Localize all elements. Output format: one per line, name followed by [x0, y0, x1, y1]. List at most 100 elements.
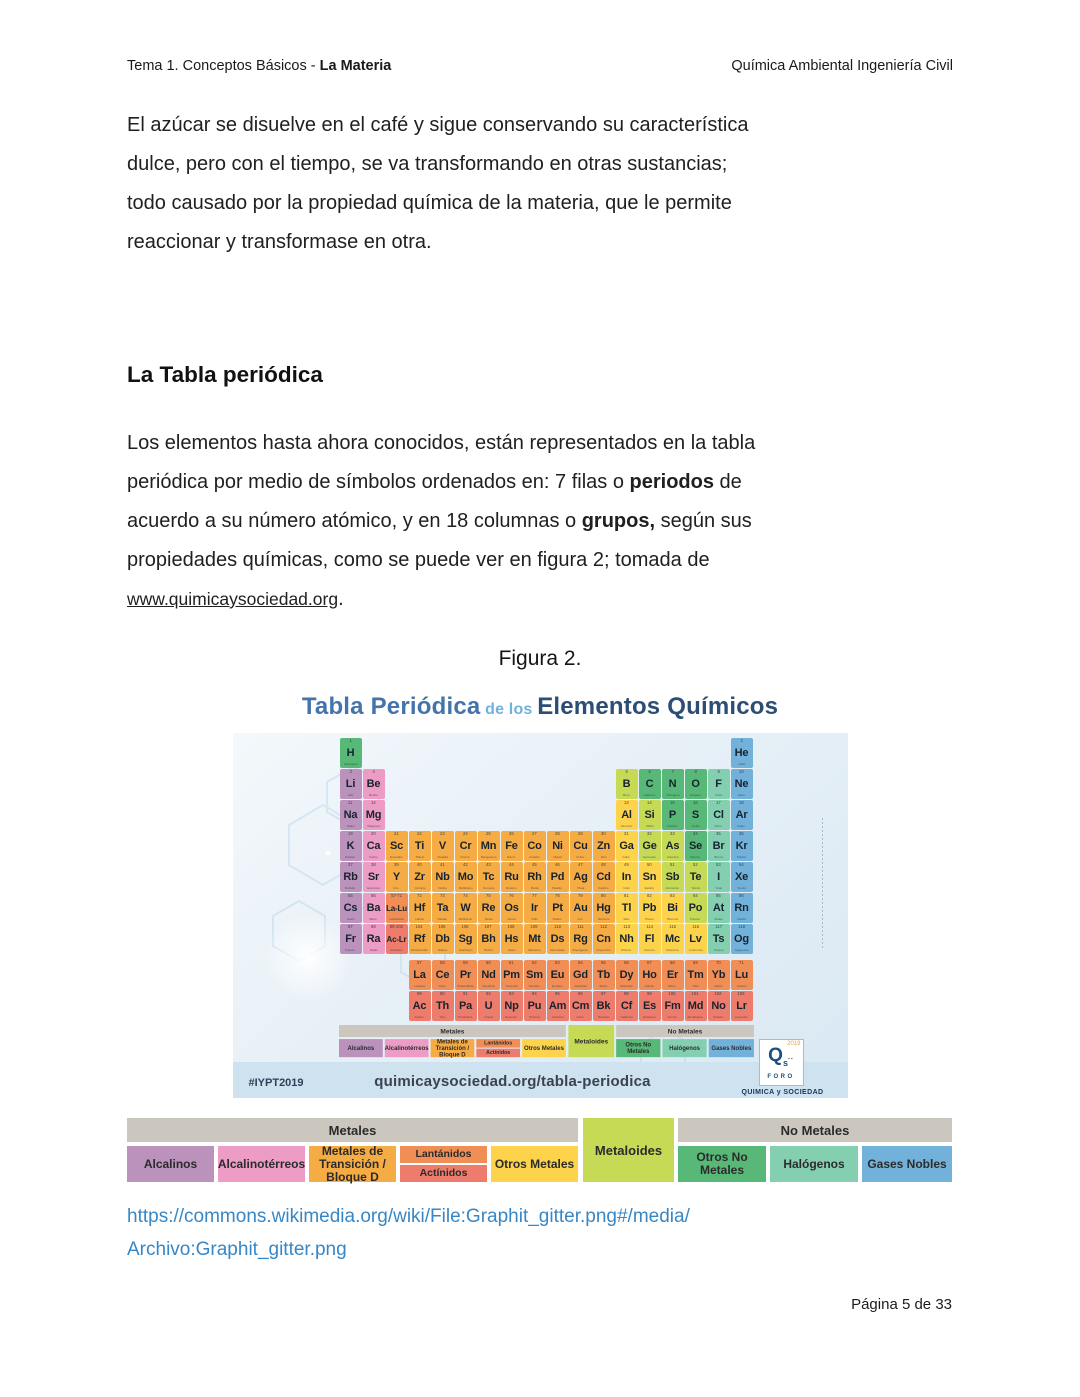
- element-Cu: 29 Cu Cobre: [569, 831, 592, 861]
- element-Cd: 48 Cd Cadmio: [592, 862, 615, 892]
- element-Rg: 111 Rg Roentgenio: [569, 924, 592, 954]
- section-heading-tabla-periodica: La Tabla periódica: [127, 362, 323, 387]
- header-left: Tema 1. Conceptos Básicos - La Materia: [127, 58, 391, 74]
- legend-lantanidos: Lantánidos: [475, 1039, 520, 1048]
- figure-block: Tabla Periódica de los Elementos Químico…: [232, 693, 848, 1098]
- element-Th: 90 Th Torio: [431, 991, 454, 1021]
- element-W: 74 W Wolframio: [454, 893, 477, 923]
- element-Li: 3 Li Litio: [339, 769, 362, 799]
- element-Nb: 41 Nb Niobio: [431, 862, 454, 892]
- legend-lan-act: Lantánidos Actínidos: [475, 1039, 520, 1058]
- image-footer-url: quimicaysociedad.org/tabla-periodica: [374, 1073, 651, 1090]
- legend-metales-header: Metales: [338, 1025, 566, 1038]
- element-Ho: 67 Ho Holmio: [638, 960, 661, 990]
- legend-halogenos: Halógenos: [661, 1039, 707, 1058]
- element-Se: 34 Se Selenio: [684, 831, 707, 861]
- element-Bh: 107 Bh Bohrio: [477, 924, 500, 954]
- paragraph-line: El azúcar se disuelve en el café y sigue…: [127, 114, 749, 136]
- element-No: 102 No Nobelio: [707, 991, 730, 1021]
- legend-no-metales-header: No Metales: [678, 1118, 952, 1142]
- legend-lan-act: Lantánidos Actínidos: [400, 1146, 487, 1182]
- wikimedia-link-line2[interactable]: Archivo:Graphit_gitter.png: [127, 1239, 347, 1260]
- element-Er: 68 Er Erbio: [661, 960, 684, 990]
- element-Sg: 106 Sg Seaborgio: [454, 924, 477, 954]
- figure-title: Tabla Periódica de los Elementos Químico…: [233, 693, 848, 721]
- legend-halogenos: Halógenos: [770, 1146, 858, 1182]
- element-Mg: 12 Mg Magnesio: [362, 800, 385, 830]
- vertical-fine-print: [821, 818, 823, 950]
- header-right: Química Ambiental Ingeniería Civil: [731, 58, 953, 74]
- foro-quimica-logo: 2019 Qs∙∙ FORO: [758, 1039, 804, 1086]
- element-Ra: 88 Ra Radio: [362, 924, 385, 954]
- element-Mo: 42 Mo Molibdeno: [454, 862, 477, 892]
- page-header: Tema 1. Conceptos Básicos - La Materia Q…: [127, 0, 953, 74]
- category-legend-wrap: Metales Metaloides No Metales Alcalinos …: [127, 1118, 953, 1183]
- element-Eu: 63 Eu Europio: [546, 960, 569, 990]
- legend-alcalinoterreos: Alcalinotérreos: [218, 1146, 305, 1182]
- element-Br: 35 Br Bromo: [707, 831, 730, 861]
- paragraph-line: reaccionar y transformase en otra.: [127, 231, 432, 253]
- paragraph-line: todo causado por la propiedad química de…: [127, 192, 732, 214]
- element-Os: 76 Os Osmio: [500, 893, 523, 923]
- element-Fm: 100 Fm Fermio: [661, 991, 684, 1021]
- element-Ne: 10 Ne Neón: [730, 769, 753, 799]
- element-Si: 14 Si Silicio: [638, 800, 661, 830]
- header-left-prefix: Tema 1. Conceptos Básicos -: [127, 58, 320, 74]
- element-Hf: 72 Hf Hafnio: [408, 893, 431, 923]
- legend-gases-nobles: Gases Nobles: [708, 1039, 754, 1058]
- element-Pu: 94 Pu Plutonio: [523, 991, 546, 1021]
- element-Pm: 61 Pm Prometio: [500, 960, 523, 990]
- element-H: 1 H Hidrógeno: [339, 738, 362, 768]
- element-Rn: 86 Rn Radón: [730, 893, 753, 923]
- legend-no-metales-header: No Metales: [615, 1025, 754, 1038]
- element-Mc: 115 Mc Moscovio: [661, 924, 684, 954]
- element-Mn: 25 Mn Manganeso: [477, 831, 500, 861]
- element-Pb: 82 Pb Plomo: [638, 893, 661, 923]
- image-footer-band: [232, 1062, 848, 1098]
- element-Tl: 81 Tl Talio: [615, 893, 638, 923]
- element-Cf: 98 Cf Californio: [615, 991, 638, 1021]
- element-P: 15 P Fósforo: [661, 800, 684, 830]
- header-left-title: La Materia: [319, 58, 392, 74]
- quimicaysociedad-link[interactable]: www.quimicaysociedad.org: [127, 589, 339, 609]
- element-Ag: 47 Ag Plata: [569, 862, 592, 892]
- element-U: 92 U Uranio: [477, 991, 500, 1021]
- element-Ac: 89 Ac Actinio: [408, 991, 431, 1021]
- element-Ce: 58 Ce Cerio: [431, 960, 454, 990]
- text-segment: .: [338, 588, 344, 610]
- element-He: 2 He Helio: [730, 738, 753, 768]
- text-segment: según sus: [655, 510, 752, 532]
- element-Sr: 38 Sr Estroncio: [362, 862, 385, 892]
- legend-gases-nobles: Gases Nobles: [862, 1146, 952, 1182]
- wikimedia-link-line1[interactable]: https://commons.wikimedia.org/wiki/File:…: [127, 1206, 690, 1227]
- element-Sc: 21 Sc Escandio: [385, 831, 408, 861]
- legend-otros-no-metales: Otros No Metales: [615, 1039, 660, 1058]
- element-Np: 93 Np Neptunio: [500, 991, 523, 1021]
- paragraph-line: periódica por medio de símbolos ordenado…: [127, 463, 953, 502]
- paragraph-line: propiedades químicas, como se puede ver …: [127, 549, 710, 571]
- background-glow: [262, 913, 353, 1003]
- element-Ge: 32 Ge Germanio: [638, 831, 661, 861]
- element-Am: 95 Am Americio: [546, 991, 569, 1021]
- element-K: 19 K Potasio: [339, 831, 362, 861]
- paragraph-line: www.quimicaysociedad.org.: [127, 580, 953, 619]
- element-Lu: 71 Lu Lutecio: [730, 960, 753, 990]
- logo-q-mark: Qs∙∙: [768, 1045, 794, 1068]
- element-Md: 101 Md Mendelevio: [684, 991, 707, 1021]
- legend-otros-no-metales: Otros No Metales: [678, 1146, 766, 1182]
- element-Hs: 108 Hs Hasio: [500, 924, 523, 954]
- figure-caption: Figura 2.: [498, 647, 582, 670]
- element-As: 33 As Arsénico: [661, 831, 684, 861]
- element-F: 9 F Flúor: [707, 769, 730, 799]
- external-links: https://commons.wikimedia.org/wiki/File:…: [127, 1200, 953, 1266]
- element-Tb: 65 Tb Terbio: [592, 960, 615, 990]
- logo-foro-text: FORO: [767, 1073, 795, 1080]
- element-La: 57 La Lantano: [408, 960, 431, 990]
- element-Zr: 40 Zr Circonio: [408, 862, 431, 892]
- element-Lv: 116 Lv Livermorio: [684, 924, 707, 954]
- element-Cs: 55 Cs Cesio: [339, 893, 362, 923]
- figure-title-part3: Elementos Químicos: [537, 693, 779, 720]
- legend-metales-transicion: Metales de Transición / Bloque D: [309, 1144, 396, 1183]
- element-Gd: 64 Gd Gadolinio: [569, 960, 592, 990]
- element-Kr: 36 Kr Kriptón: [730, 831, 753, 861]
